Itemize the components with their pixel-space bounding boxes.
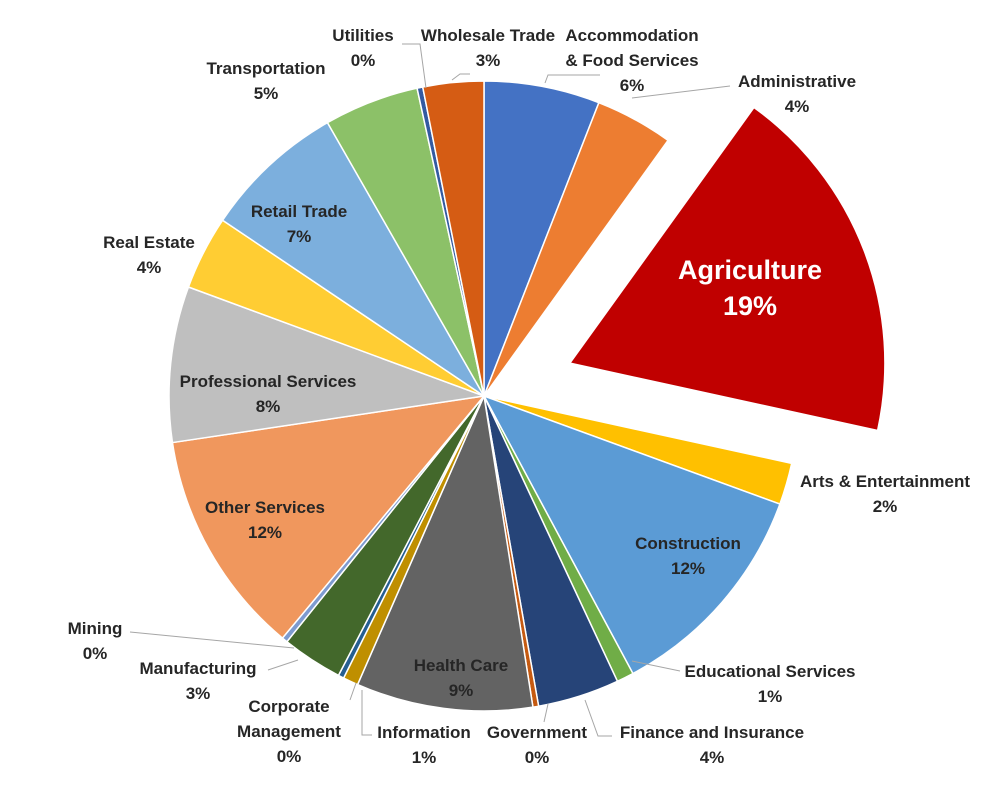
slice-percent-wholesale-trade: 3% — [476, 51, 501, 70]
leader-line-utilities — [402, 43, 427, 89]
slice-label-manufacturing: Manufacturing — [139, 659, 256, 678]
slice-percent-information: 1% — [412, 748, 437, 767]
slice-label-real-estate: Real Estate — [103, 233, 195, 252]
slice-percent-manufacturing: 3% — [186, 684, 211, 703]
slice-label-agriculture: Agriculture — [678, 255, 822, 285]
slice-wholesale-trade — [421, 80, 485, 397]
slice-percent-corporate-management: 0% — [277, 747, 302, 766]
leader-line-finance-and-insurance — [584, 699, 612, 737]
slice-retail-trade — [221, 121, 485, 397]
slice-label-administrative: Administrative — [738, 72, 856, 91]
slice-other-services — [171, 394, 486, 640]
leader-line-mining — [129, 631, 295, 649]
slice-label-mining: Mining — [68, 619, 123, 638]
slice-percent-educational-services: 1% — [758, 687, 783, 706]
slice-label-health-care: Health Care — [414, 656, 508, 675]
slice-percent-agriculture: 19% — [723, 291, 777, 321]
slice-construction — [482, 394, 781, 675]
slice-percent-government: 0% — [525, 748, 550, 767]
slice-label-arts-entertainment: Arts & Entertainment — [800, 472, 970, 491]
pie-slices — [168, 80, 886, 712]
slice-labels: Accommodation & Food Services 6% Administra… — [68, 26, 971, 767]
slice-percent-transportation: 5% — [254, 84, 279, 103]
leader-line-government — [543, 703, 549, 723]
slice-label-information: Information — [377, 723, 471, 742]
leader-line-information — [361, 690, 372, 736]
slice-percent-finance-and-insurance: 4% — [700, 748, 725, 767]
leader-line-administrative — [631, 85, 731, 99]
leader-line-educational-services — [631, 660, 681, 672]
slice-label-accommodation-food-services: Accommodation — [565, 26, 698, 45]
slice-percent-accommodation-food-services: 6% — [620, 76, 645, 95]
slice-percent-mining: 0% — [83, 644, 108, 663]
leader-line-wholesale-trade — [451, 73, 470, 81]
slice-label-accommodation-food-services: & Food Services — [565, 51, 698, 70]
slice-percent-retail-trade: 7% — [287, 227, 312, 246]
slice-percent-real-estate: 4% — [137, 258, 162, 277]
slice-percent-construction: 12% — [671, 559, 705, 578]
slice-label-transportation: Transportation — [206, 59, 325, 78]
slice-health-care — [356, 393, 534, 712]
slice-percent-other-services: 12% — [248, 523, 282, 542]
slice-professional-services — [168, 286, 485, 444]
slice-label-finance-and-insurance: Finance and Insurance — [620, 723, 804, 742]
slice-percent-arts-entertainment: 2% — [873, 497, 898, 516]
slice-label-professional-services: Professional Services — [180, 372, 357, 391]
slice-label-other-services: Other Services — [205, 498, 325, 517]
leader-line-accommodation-food-services — [544, 74, 600, 84]
slice-label-corporate-management: Management — [237, 722, 341, 741]
slice-label-retail-trade: Retail Trade — [251, 202, 347, 221]
slice-administrative — [483, 101, 670, 397]
slice-label-educational-services: Educational Services — [684, 662, 855, 681]
slice-percent-administrative: 4% — [785, 97, 810, 116]
slice-percent-utilities: 0% — [351, 51, 376, 70]
slice-label-corporate-management: Corporate — [248, 697, 329, 716]
slice-percent-health-care: 9% — [449, 681, 474, 700]
slice-label-government: Government — [487, 723, 587, 742]
leader-line-manufacturing — [267, 659, 299, 671]
slice-label-wholesale-trade: Wholesale Trade — [421, 26, 555, 45]
slice-label-utilities: Utilities — [332, 26, 393, 45]
slice-label-construction: Construction — [635, 534, 741, 553]
leader-line-corporate-management — [349, 682, 357, 701]
leader-lines — [129, 43, 731, 737]
slice-agriculture — [568, 106, 886, 432]
slice-percent-professional-services: 8% — [256, 397, 281, 416]
